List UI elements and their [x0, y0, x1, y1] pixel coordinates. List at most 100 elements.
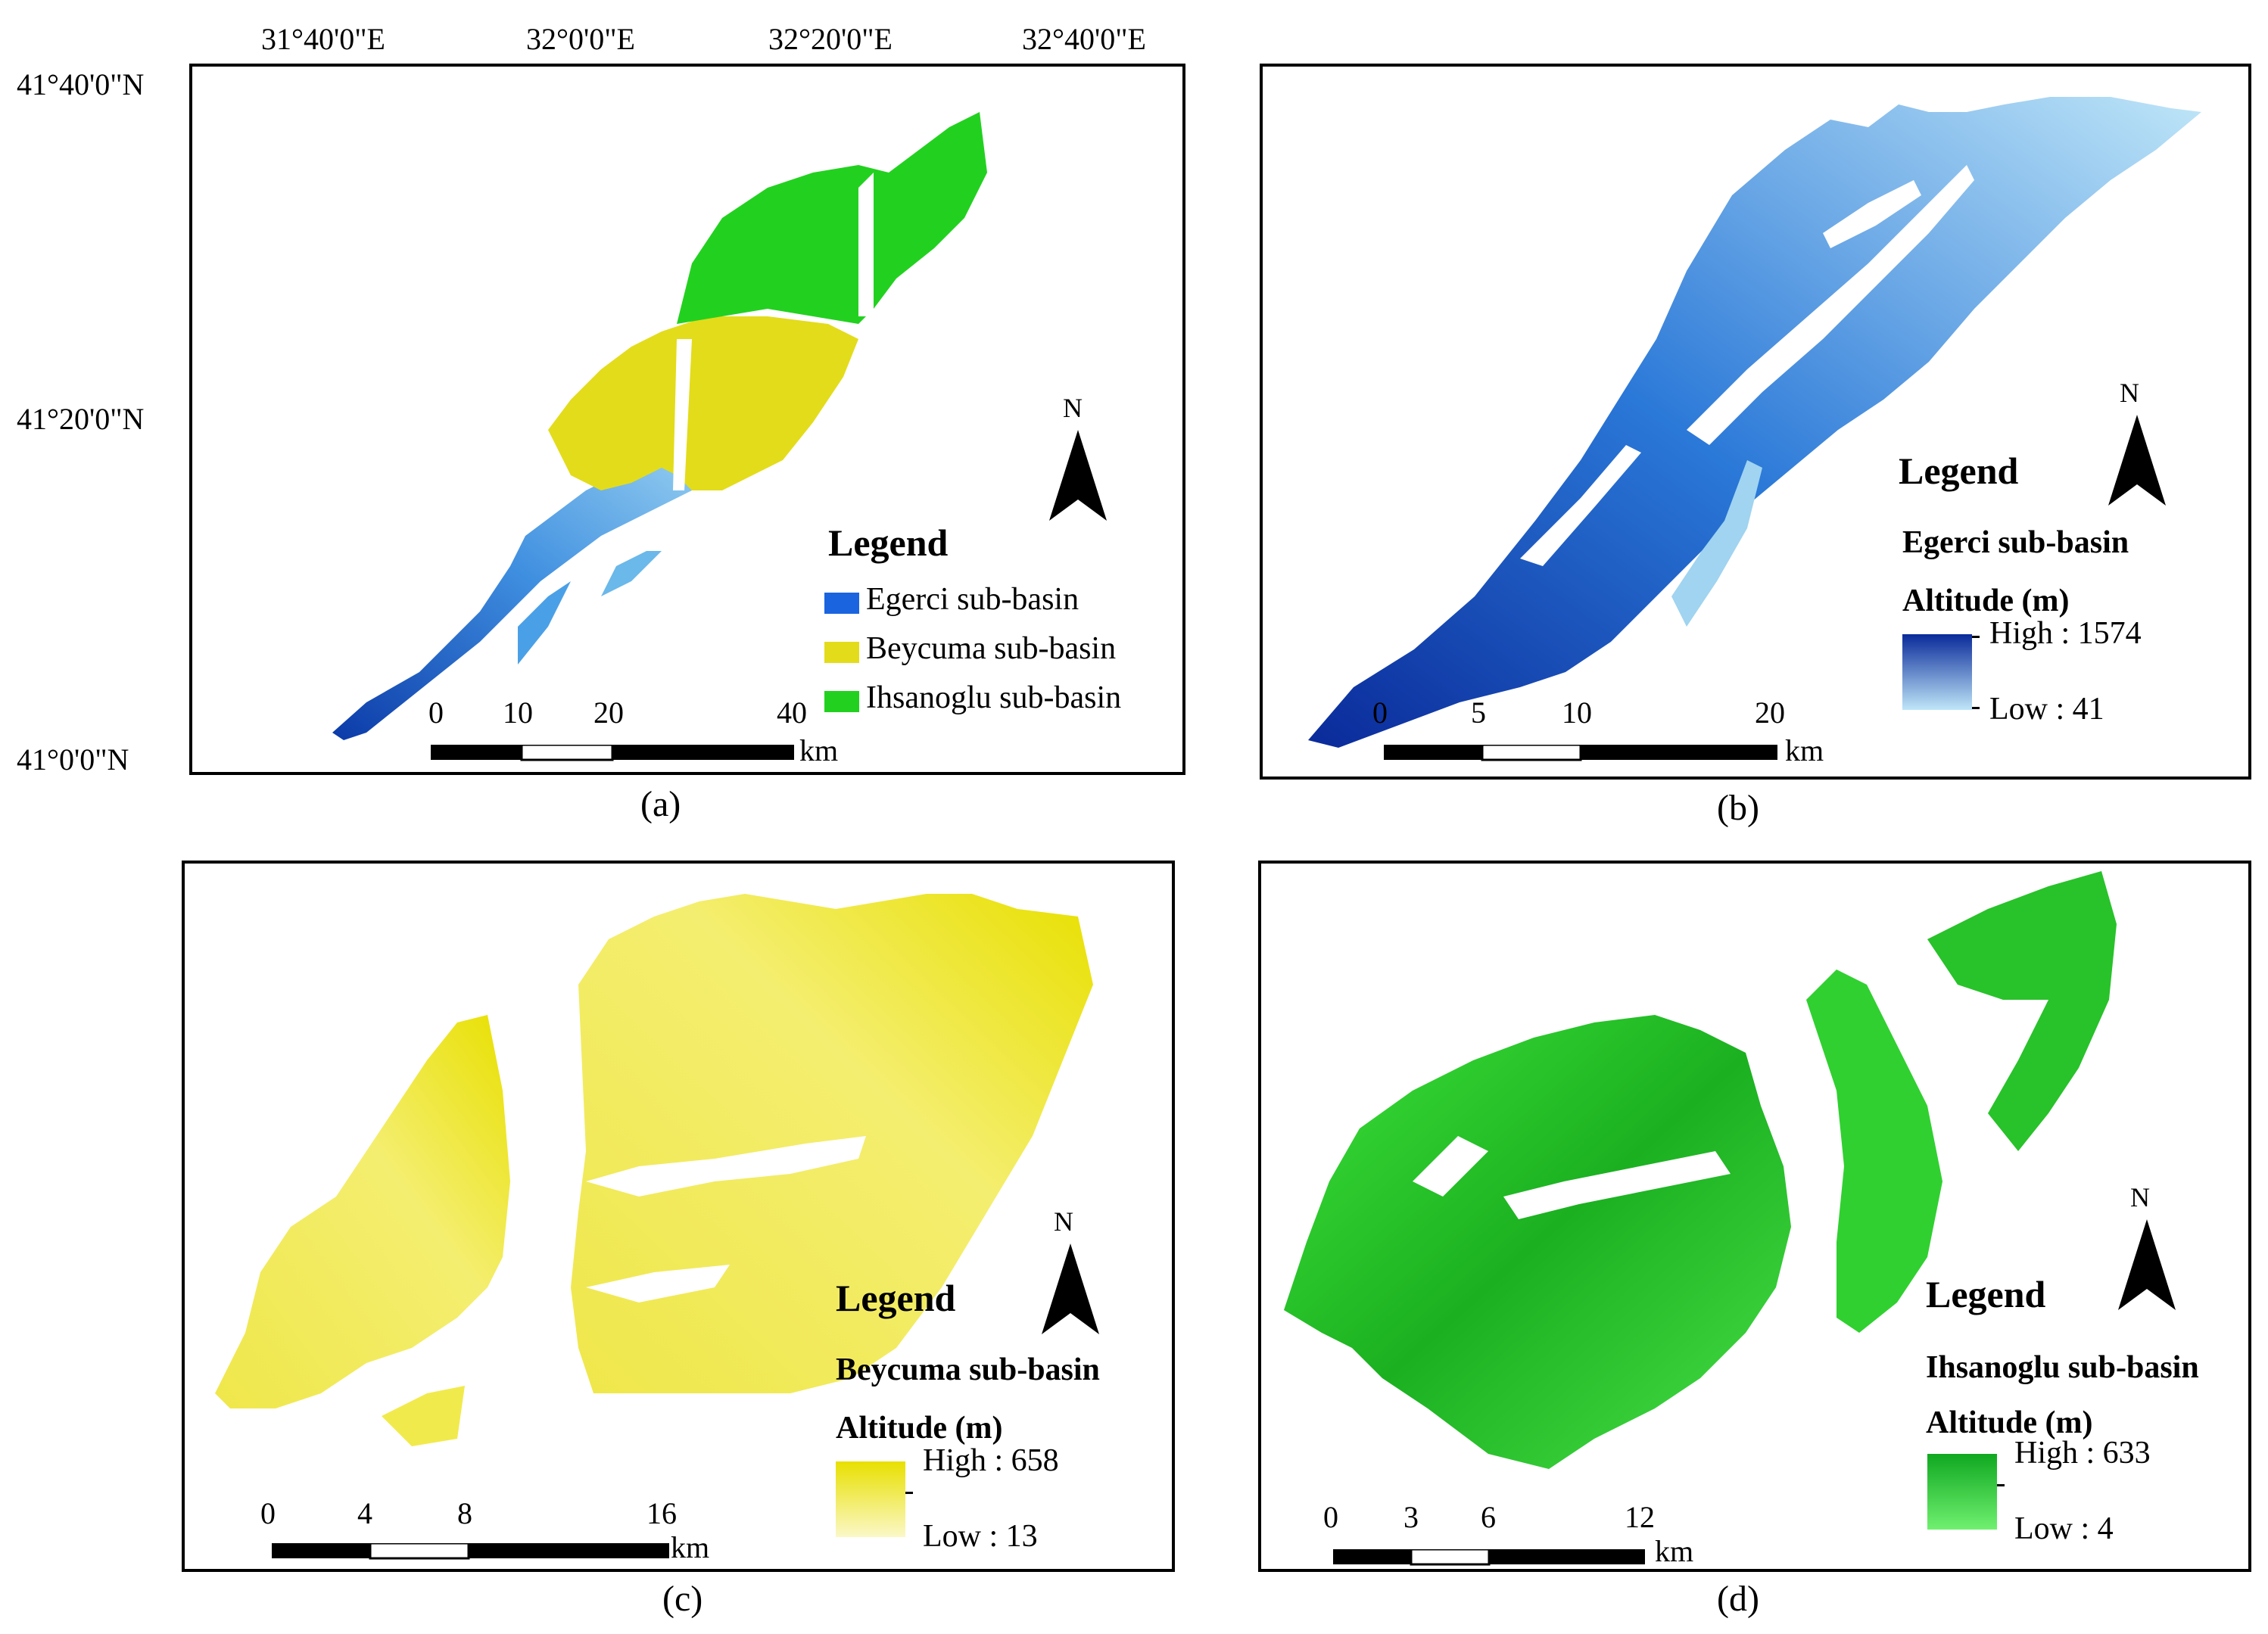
legend-title-d: Legend	[1926, 1273, 2046, 1315]
ramp-tick-low-b	[1972, 707, 1980, 709]
map-frame-d: N Legend Ihsanoglu sub-basin Altitude (m…	[1258, 861, 2251, 1572]
scale-tick-d-3: 12	[1625, 1500, 1655, 1534]
map-frame-b: N Legend Egerci sub-basin Altitude (m) H…	[1260, 64, 2251, 780]
ramp-low-c: Low : 13	[923, 1519, 1038, 1554]
legend-subtitle-c: Beycuma sub-basin	[836, 1352, 1100, 1387]
legend-subtitle-d: Ihsanoglu sub-basin	[1926, 1350, 2199, 1385]
beycuma-region	[548, 316, 858, 490]
lon-tick-1: 31°40'0"E	[261, 22, 385, 56]
scale-bar-b	[1384, 745, 1777, 761]
ihsanoglu-dem-ne	[1927, 871, 2117, 1151]
scale-unit-b: km	[1785, 733, 1824, 767]
scale-tick-c-1: 4	[357, 1496, 372, 1530]
legend-swatch-beycuma	[824, 642, 859, 663]
legend-label-egerci: Egerci sub-basin	[866, 582, 1079, 617]
north-arrow-icon	[2118, 1219, 2176, 1310]
north-label-d: N	[2130, 1182, 2150, 1212]
ramp-title-c: Altitude (m)	[836, 1411, 1003, 1446]
ramp-title-b: Altitude (m)	[1902, 584, 2070, 618]
ramp-high-d: High : 633	[2014, 1436, 2151, 1471]
beycuma-dem-west	[215, 1015, 510, 1408]
scale-bar-a	[431, 745, 794, 761]
scale-tick-a-3: 40	[777, 696, 807, 730]
map-frame-a: Legend Egerci sub-basin Beycuma sub-basi…	[189, 64, 1185, 775]
scale-bar-c	[272, 1543, 669, 1560]
scale-tick-a-2: 20	[593, 696, 624, 730]
map-frame-c: N Legend Beycuma sub-basin Altitude (m) …	[182, 861, 1175, 1572]
ramp-swatch-b	[1902, 634, 1972, 710]
scale-tick-b-1: 5	[1471, 696, 1486, 730]
legend-title-a: Legend	[828, 521, 949, 564]
legend-title-b: Legend	[1899, 450, 2019, 492]
caption-c: (c)	[662, 1579, 703, 1619]
scale-tick-d-2: 6	[1481, 1500, 1496, 1534]
legend-swatch-ihsanoglu	[824, 691, 859, 712]
scale-tick-b-2: 10	[1562, 696, 1592, 730]
ihsanoglu-gap-d2	[1413, 1136, 1488, 1197]
ramp-tick-high-b	[1972, 636, 1980, 638]
ihsanoglu-gap	[858, 173, 874, 316]
scale-tick-b-0: 0	[1372, 696, 1388, 730]
scale-bar-d	[1333, 1549, 1645, 1566]
scale-tick-c-2: 8	[457, 1496, 472, 1530]
caption-d: (d)	[1717, 1579, 1759, 1619]
lon-tick-2: 32°0'0"E	[526, 22, 635, 56]
ramp-tick-d	[1997, 1484, 2005, 1486]
north-arrow-icon	[1049, 430, 1107, 521]
egerci-region-2	[518, 581, 571, 664]
beycuma-gap	[673, 339, 692, 490]
beycuma-gap-c1	[586, 1136, 866, 1197]
lon-tick-3: 32°20'0"E	[768, 22, 893, 56]
ramp-high-c: High : 658	[923, 1443, 1059, 1478]
legend-title-c: Legend	[836, 1277, 956, 1319]
scale-tick-b-3: 20	[1755, 696, 1785, 730]
legend-subtitle-b: Egerci sub-basin	[1902, 525, 2129, 560]
ihsanoglu-dem-main	[1284, 1015, 1791, 1469]
basin-map-c	[215, 894, 1093, 1446]
egerci-gap-3	[1823, 180, 1921, 248]
scale-tick-a-0: 0	[428, 696, 444, 730]
lon-tick-4: 32°40'0"E	[1022, 22, 1146, 56]
scale-tick-c-3: 16	[646, 1496, 677, 1530]
egerci-region-3	[601, 551, 662, 596]
scale-tick-d-1: 3	[1403, 1500, 1419, 1534]
legend-label-beycuma: Beycuma sub-basin	[866, 631, 1117, 666]
ramp-low-d: Low : 4	[2014, 1511, 2114, 1546]
scale-tick-a-1: 10	[503, 696, 533, 730]
north-arrow-icon	[2108, 415, 2166, 506]
lat-tick-2: 41°20'0"N	[17, 402, 145, 436]
north-arrow-icon	[1042, 1243, 1099, 1334]
legend-swatch-egerci	[824, 593, 859, 614]
caption-a: (a)	[640, 784, 681, 824]
scale-unit-a: km	[799, 733, 839, 767]
caption-b: (b)	[1717, 788, 1759, 828]
ramp-tick-c	[905, 1492, 913, 1494]
ramp-low-b: Low : 41	[1989, 692, 2104, 727]
lat-tick-3: 41°0'0"N	[17, 742, 129, 777]
egerci-region	[332, 430, 745, 740]
egerci-gap-2	[1520, 445, 1641, 566]
north-label-c: N	[1054, 1206, 1073, 1237]
ramp-swatch-d	[1927, 1454, 1997, 1530]
lat-tick-1: 41°40'0"N	[17, 67, 145, 101]
ihsanoglu-region	[677, 112, 987, 324]
north-label-a: N	[1063, 393, 1083, 423]
egerci-dem	[1308, 97, 2201, 748]
basin-map-a	[332, 112, 987, 740]
beycuma-gap-c2	[586, 1265, 730, 1303]
scale-tick-d-0: 0	[1323, 1500, 1338, 1534]
beycuma-island	[382, 1386, 465, 1446]
basin-map-b	[1308, 97, 2201, 748]
basin-map-d	[1284, 871, 2117, 1469]
legend-label-ihsanoglu: Ihsanoglu sub-basin	[866, 680, 1122, 715]
scale-tick-c-0: 0	[260, 1496, 276, 1530]
egerci-gap-1	[1687, 165, 1974, 445]
ihsanoglu-gap-d1	[1503, 1151, 1731, 1219]
north-label-b: N	[2120, 378, 2139, 408]
scale-unit-c: km	[671, 1530, 710, 1564]
ramp-title-d: Altitude (m)	[1926, 1405, 2093, 1440]
ramp-high-b: High : 1574	[1989, 616, 2142, 651]
scale-unit-d: km	[1655, 1534, 1694, 1568]
ramp-swatch-c	[836, 1461, 905, 1537]
ihsanoglu-dem-east	[1806, 970, 1942, 1333]
